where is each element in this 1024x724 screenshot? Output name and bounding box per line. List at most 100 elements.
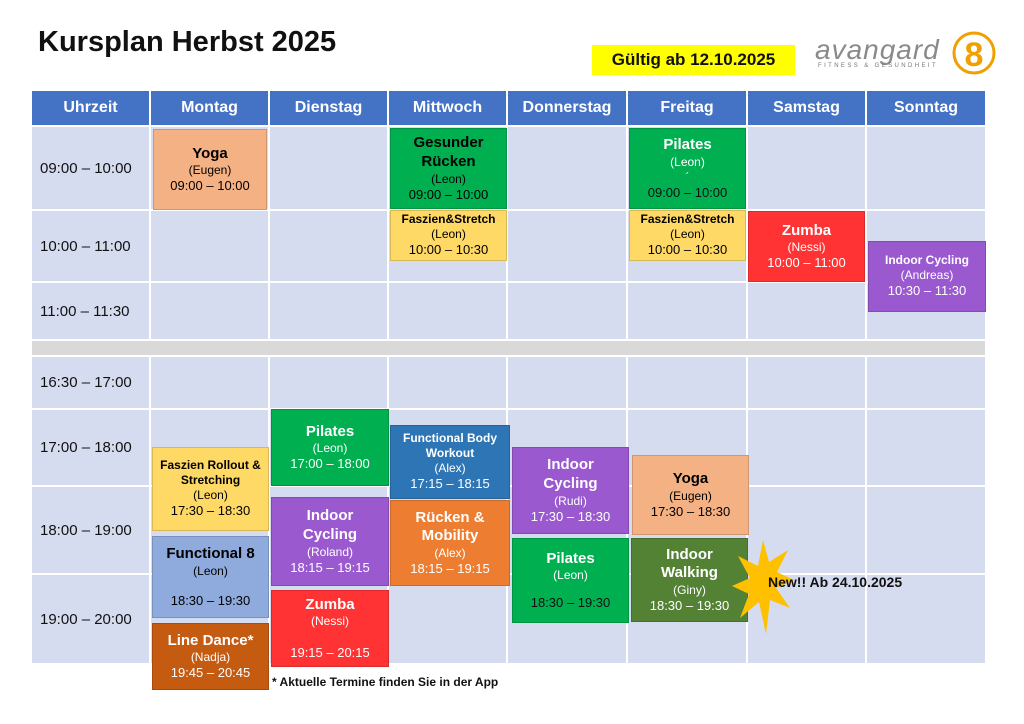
course-indoor-cycling-tuesday[interactable]: Indoor Cycling (Roland) 18:15 – 19:15 [271,497,389,586]
course-faszien-stretch-friday[interactable]: Faszien&Stretch (Leon) 10:00 – 10:30 [629,210,746,261]
course-name: Indoor Cycling [543,456,598,492]
course-trainer: (Rudi) [554,493,587,508]
empty-cell [389,575,506,663]
course-name: Rücken & Mobility [415,508,485,545]
course-time: 09:00 – 10:00 [408,186,489,202]
course-indoor-cycling-sunday[interactable]: Indoor Cycling (Andreas) 10:30 – 11:30 [868,241,986,312]
course-name: Line Dance* [167,631,254,649]
course-trainer: (Leon) [431,227,466,242]
course-trainer: (Andreas) [900,268,954,283]
course-time: 09:00 – 10:00 [647,184,728,200]
logo-wordmark: avangard [815,34,940,65]
footnote: * Aktuelle Termine finden Sie in der App [272,675,499,689]
course-time: 09:00 – 10:00 [170,178,250,194]
empty-cell [748,410,865,485]
empty-cell [508,283,626,339]
course-pilates-friday[interactable]: Pilates (Leon) ´ 09:00 – 10:00 [629,128,746,209]
course-time: 17:15 – 18:15 [410,476,490,492]
course-trainer: (Nadja) [190,650,231,665]
course-trainer: (Leon) [193,488,228,503]
empty-cell [628,283,746,339]
course-trainer: (Leon) [670,227,705,242]
course-yoga-monday[interactable]: Yoga (Eugen) 09:00 – 10:00 [153,129,267,210]
course-time: 18:15 – 19:15 [410,561,490,577]
time-slot: 18:00 – 19:00 [32,487,149,573]
header-sunday: Sonntag [867,91,985,125]
course-name: Faszien&Stretch [401,212,496,227]
course-name: Faszien&Stretch [640,212,735,227]
course-time: 18:15 – 19:15 [290,559,370,575]
course-trainer: (Alex) [434,461,466,476]
course-time: 19:45 – 20:45 [170,665,251,681]
empty-cell [389,357,506,408]
time-slot: 17:00 – 18:00 [32,410,149,485]
time-slot: 09:00 – 10:00 [32,127,149,209]
course-gesunder-ruecken-wednesday[interactable]: Gesunder Rücken (Leon) 09:00 – 10:00 [390,128,507,209]
course-trainer: (Giny) [673,583,706,598]
empty-cell [508,357,626,408]
course-name: Functional 8 [166,545,255,562]
course-faszien-stretch-wednesday[interactable]: Faszien&Stretch (Leon) 10:00 – 10:30 [390,210,507,261]
course-faszien-rollout-monday[interactable]: Faszien Rollout & Stretching (Leon) 17:3… [152,447,269,531]
course-trainer: (Eugen) [669,488,712,503]
course-indoor-cycling-thursday[interactable]: Indoor Cycling (Rudi) 17:30 – 18:30 [512,447,629,534]
empty-cell [151,283,268,339]
header-time: Uhrzeit [32,91,149,125]
page-title: Kursplan Herbst 2025 [38,26,337,58]
course-pilates-thursday[interactable]: Pilates (Leon) 18:30 – 19:30 [512,538,629,623]
course-name: Zumba [305,595,355,613]
course-functional8-monday[interactable]: Functional 8 (Leon) 18:30 – 19:30 [152,536,269,618]
new-announcement: New!! Ab 24.10.2025 [768,574,903,590]
header-tuesday: Dienstag [270,91,387,125]
course-time: 10:00 – 10:30 [647,242,728,258]
course-name: Pilates [546,549,595,567]
course-indoor-walking-friday[interactable]: Indoor Walking (Giny) 18:30 – 19:30 [631,538,748,622]
course-ruecken-mobility-wednesday[interactable]: Rücken & Mobility (Alex) 18:15 – 19:15 [390,500,510,586]
course-trainer: (Nessi) [311,614,349,629]
time-slot: 10:00 – 11:00 [32,211,149,281]
empty-cell [867,127,985,209]
empty-cell [270,283,387,339]
header-monday: Montag [151,91,268,125]
course-time: 17:30 – 18:30 [530,508,611,524]
empty-cell [867,357,985,408]
course-name: Gesunder Rücken [413,134,484,170]
course-name: Indoor Cycling [885,253,969,268]
course-time: 17:00 – 18:00 [290,456,370,472]
course-yoga-friday[interactable]: Yoga (Eugen) 17:30 – 18:30 [632,455,749,535]
course-zumba-saturday[interactable]: Zumba (Nessi) 10:00 – 11:00 [748,211,865,282]
course-trainer: (Leon) [431,171,466,186]
course-zumba-tuesday[interactable]: Zumba (Nessi) 19:15 – 20:15 [271,590,389,667]
header-saturday: Samstag [748,91,865,125]
course-functional-body-workout-wednesday[interactable]: Functional Body Workout (Alex) 17:15 – 1… [390,425,510,499]
empty-cell [748,283,865,339]
course-trainer: (Leon) [553,568,588,583]
header-thursday: Donnerstag [508,91,626,125]
logo-subtitle: FITNESS & GESUNDHEIT [818,63,939,69]
header-friday: Freitag [628,91,746,125]
course-time: 18:30 – 19:30 [649,598,730,614]
time-slot: 19:00 – 20:00 [32,575,149,663]
empty-cell [867,487,985,573]
empty-cell [151,357,268,408]
course-name: Pilates [305,422,355,440]
course-time: 18:30 – 19:30 [170,592,251,608]
course-pilates-tuesday[interactable]: Pilates (Leon) 17:00 – 18:00 [271,409,389,486]
empty-cell [628,357,746,408]
course-time: 10:00 – 10:30 [408,242,489,258]
header-wednesday: Mittwoch [389,91,506,125]
course-line-dance-monday[interactable]: Line Dance* (Nadja) 19:45 – 20:45 [152,623,269,690]
logo-number: 8 [965,36,984,74]
valid-from-banner: Gültig ab 12.10.2025 [592,45,795,75]
time-slot: 11:00 – 11:30 [32,283,149,339]
logo-eight-icon: 8 [952,31,996,75]
course-trainer: (Leon) [670,154,705,169]
time-slot: 16:30 – 17:00 [32,357,149,408]
course-time: 17:30 – 18:30 [170,503,251,519]
course-name: Yoga [192,144,228,162]
course-trainer: (Roland) [306,544,354,559]
empty-cell [389,283,506,339]
course-mark: ´ [685,169,690,184]
empty-cell [867,575,985,663]
course-name: Zumba [781,221,832,239]
